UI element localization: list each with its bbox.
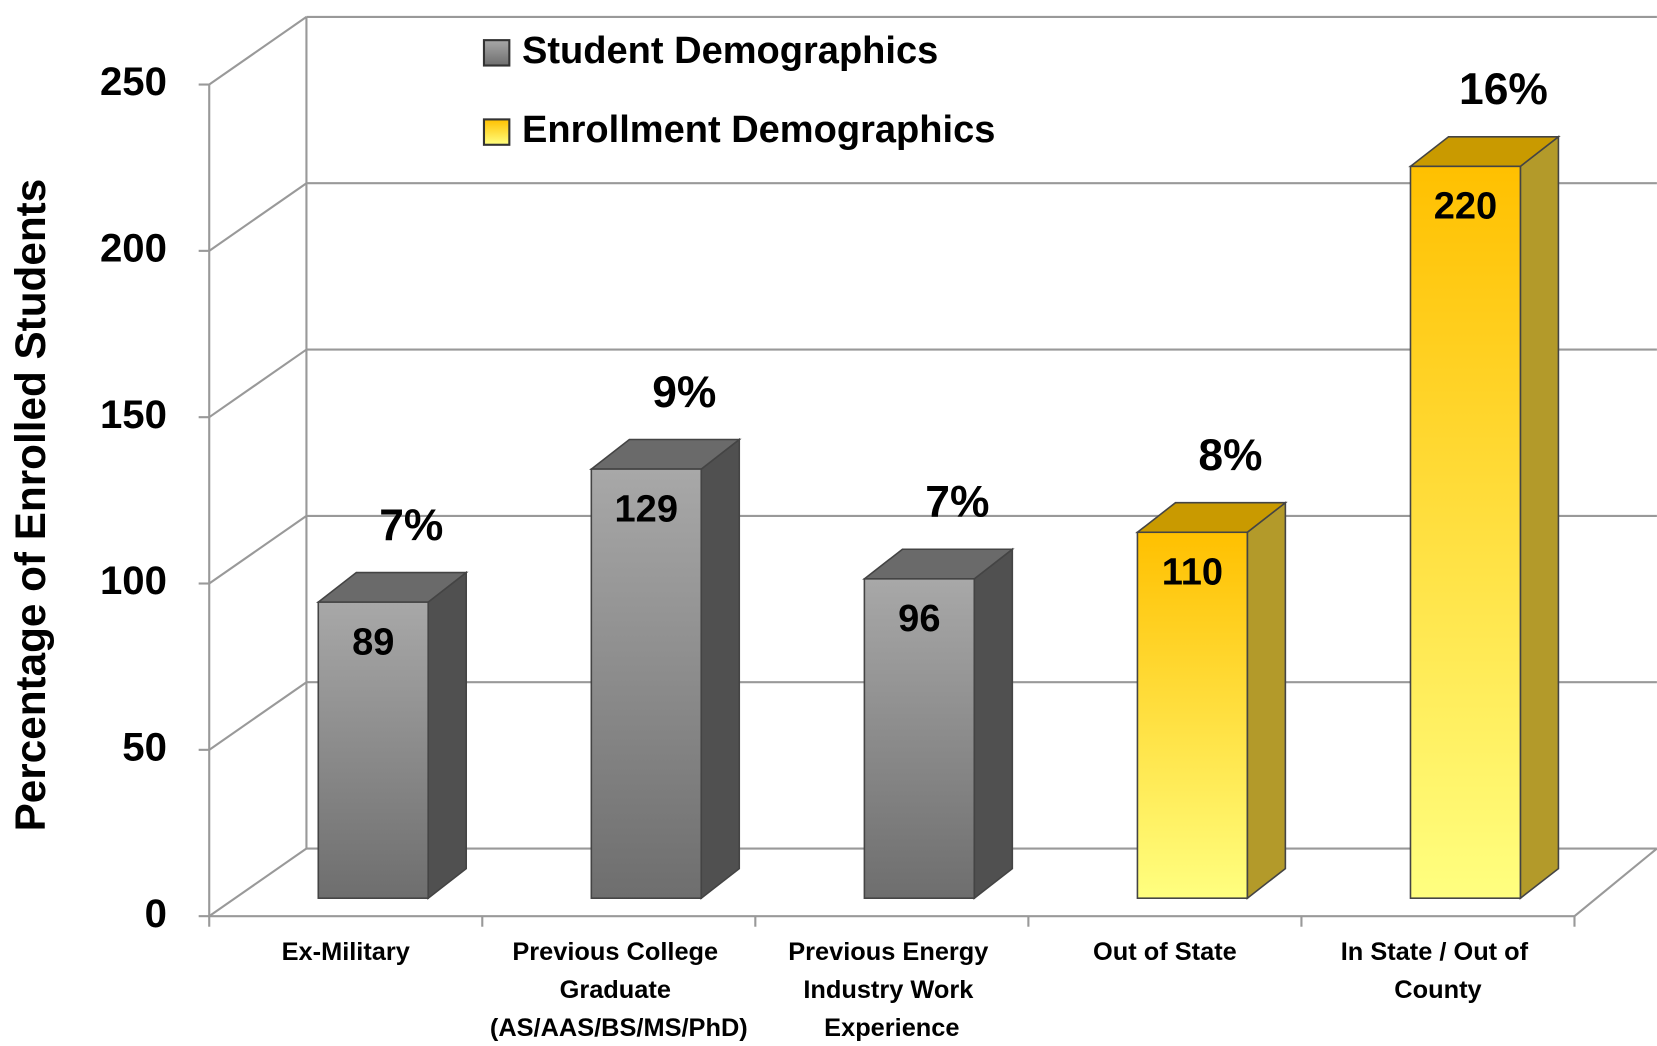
grid-line: [208, 681, 308, 751]
bar-front: [317, 601, 429, 899]
y-tick-label: 100: [100, 558, 167, 603]
annotation: 7%: [925, 478, 989, 527]
x-tick-label: In State / Out of County: [1341, 938, 1535, 1004]
bar-side: [973, 547, 1014, 900]
value-label: 89: [352, 621, 394, 663]
axis-line: [1573, 847, 1657, 917]
y-tick-label: 250: [100, 59, 167, 104]
legend-label: Enrollment Demographics: [522, 109, 995, 151]
bar-side: [427, 570, 468, 900]
x-tick-label: Ex-Military: [282, 938, 410, 966]
legend-label: Student Demographics: [522, 30, 938, 72]
bar-side: [700, 437, 741, 900]
value-label: 96: [898, 598, 940, 640]
bar: [1408, 135, 1561, 900]
grid-line: [208, 348, 308, 419]
bar-front: [1409, 165, 1522, 899]
bar-front: [863, 578, 976, 899]
bar: [589, 437, 742, 900]
x-tick-label: Out of State: [1093, 938, 1237, 966]
legend-swatch: [482, 118, 511, 146]
grid-line: [208, 16, 308, 86]
y-tick-label: 50: [122, 724, 167, 769]
grid-line: [208, 515, 308, 585]
y-axis-label: Percentage of Enrolled Students: [7, 179, 54, 832]
grid-line: [208, 182, 308, 252]
bar-side: [1246, 501, 1287, 900]
bar-front: [590, 468, 703, 899]
x-tick-label: Previous Energy Industry Work Experience: [788, 938, 995, 1042]
bar: [1135, 501, 1288, 900]
x-tick-label: Previous College Graduate (AS/AAS/BS/MS/…: [490, 938, 748, 1042]
bar: [315, 570, 469, 900]
y-tick-label: 150: [100, 392, 167, 437]
y-tick-label: 200: [100, 225, 167, 270]
value-label: 110: [1162, 552, 1223, 594]
bar-front: [1136, 531, 1249, 899]
grid-line: [208, 847, 308, 918]
y-tick-label: 0: [145, 891, 167, 936]
bar-side: [1519, 135, 1560, 900]
annotation: 8%: [1198, 431, 1262, 480]
annotation: 9%: [652, 368, 716, 417]
value-label: 220: [1434, 186, 1497, 228]
bar: [862, 547, 1015, 900]
annotation: 16%: [1459, 65, 1548, 114]
plot: Percentage of Enrolled Students 0 50 100 15…: [7, 15, 1657, 1042]
annotation: 7%: [379, 501, 443, 550]
value-label: 129: [615, 488, 678, 530]
legend-swatch: [482, 39, 511, 67]
